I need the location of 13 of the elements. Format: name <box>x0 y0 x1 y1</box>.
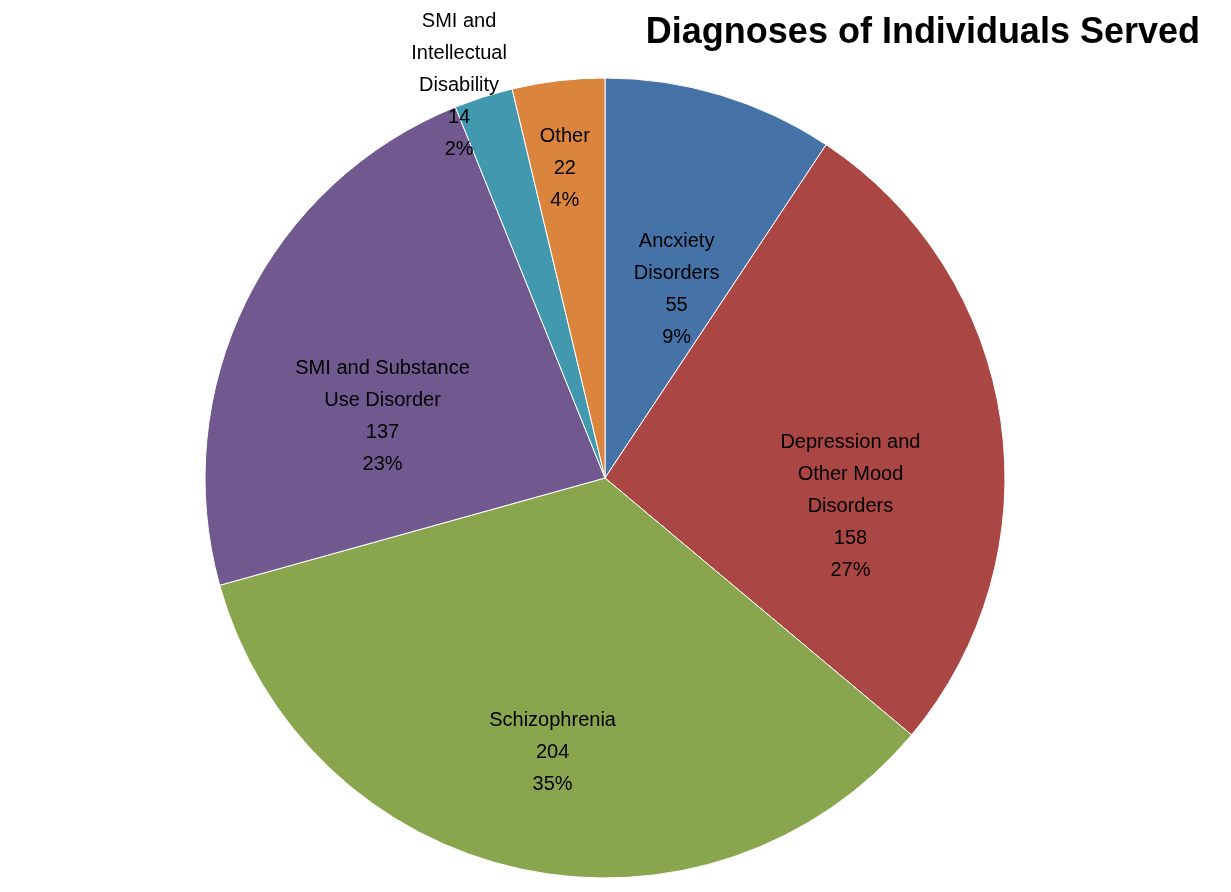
slice-label: Depression and Other Mood Disorders <box>780 430 921 517</box>
data-label: 22 4% <box>550 156 580 211</box>
data-label: 137 23% <box>362 420 403 475</box>
data-label: 14 2% <box>444 104 474 159</box>
data-label: 158 27% <box>830 526 871 581</box>
slice-label: SMI and Intellectual Disability <box>411 8 507 95</box>
data-label: 204 35% <box>532 740 573 795</box>
chart-title: Diagnoses of Individuals Served <box>645 9 1200 51</box>
slice-label: Other <box>539 124 591 147</box>
slice-label: Ancxiety Disorders <box>633 228 720 283</box>
slice-label: SMI and Substance Use Disorder <box>295 356 470 411</box>
slice-label: Schizophrenia <box>489 708 617 731</box>
data-label: 55 9% <box>662 292 692 347</box>
